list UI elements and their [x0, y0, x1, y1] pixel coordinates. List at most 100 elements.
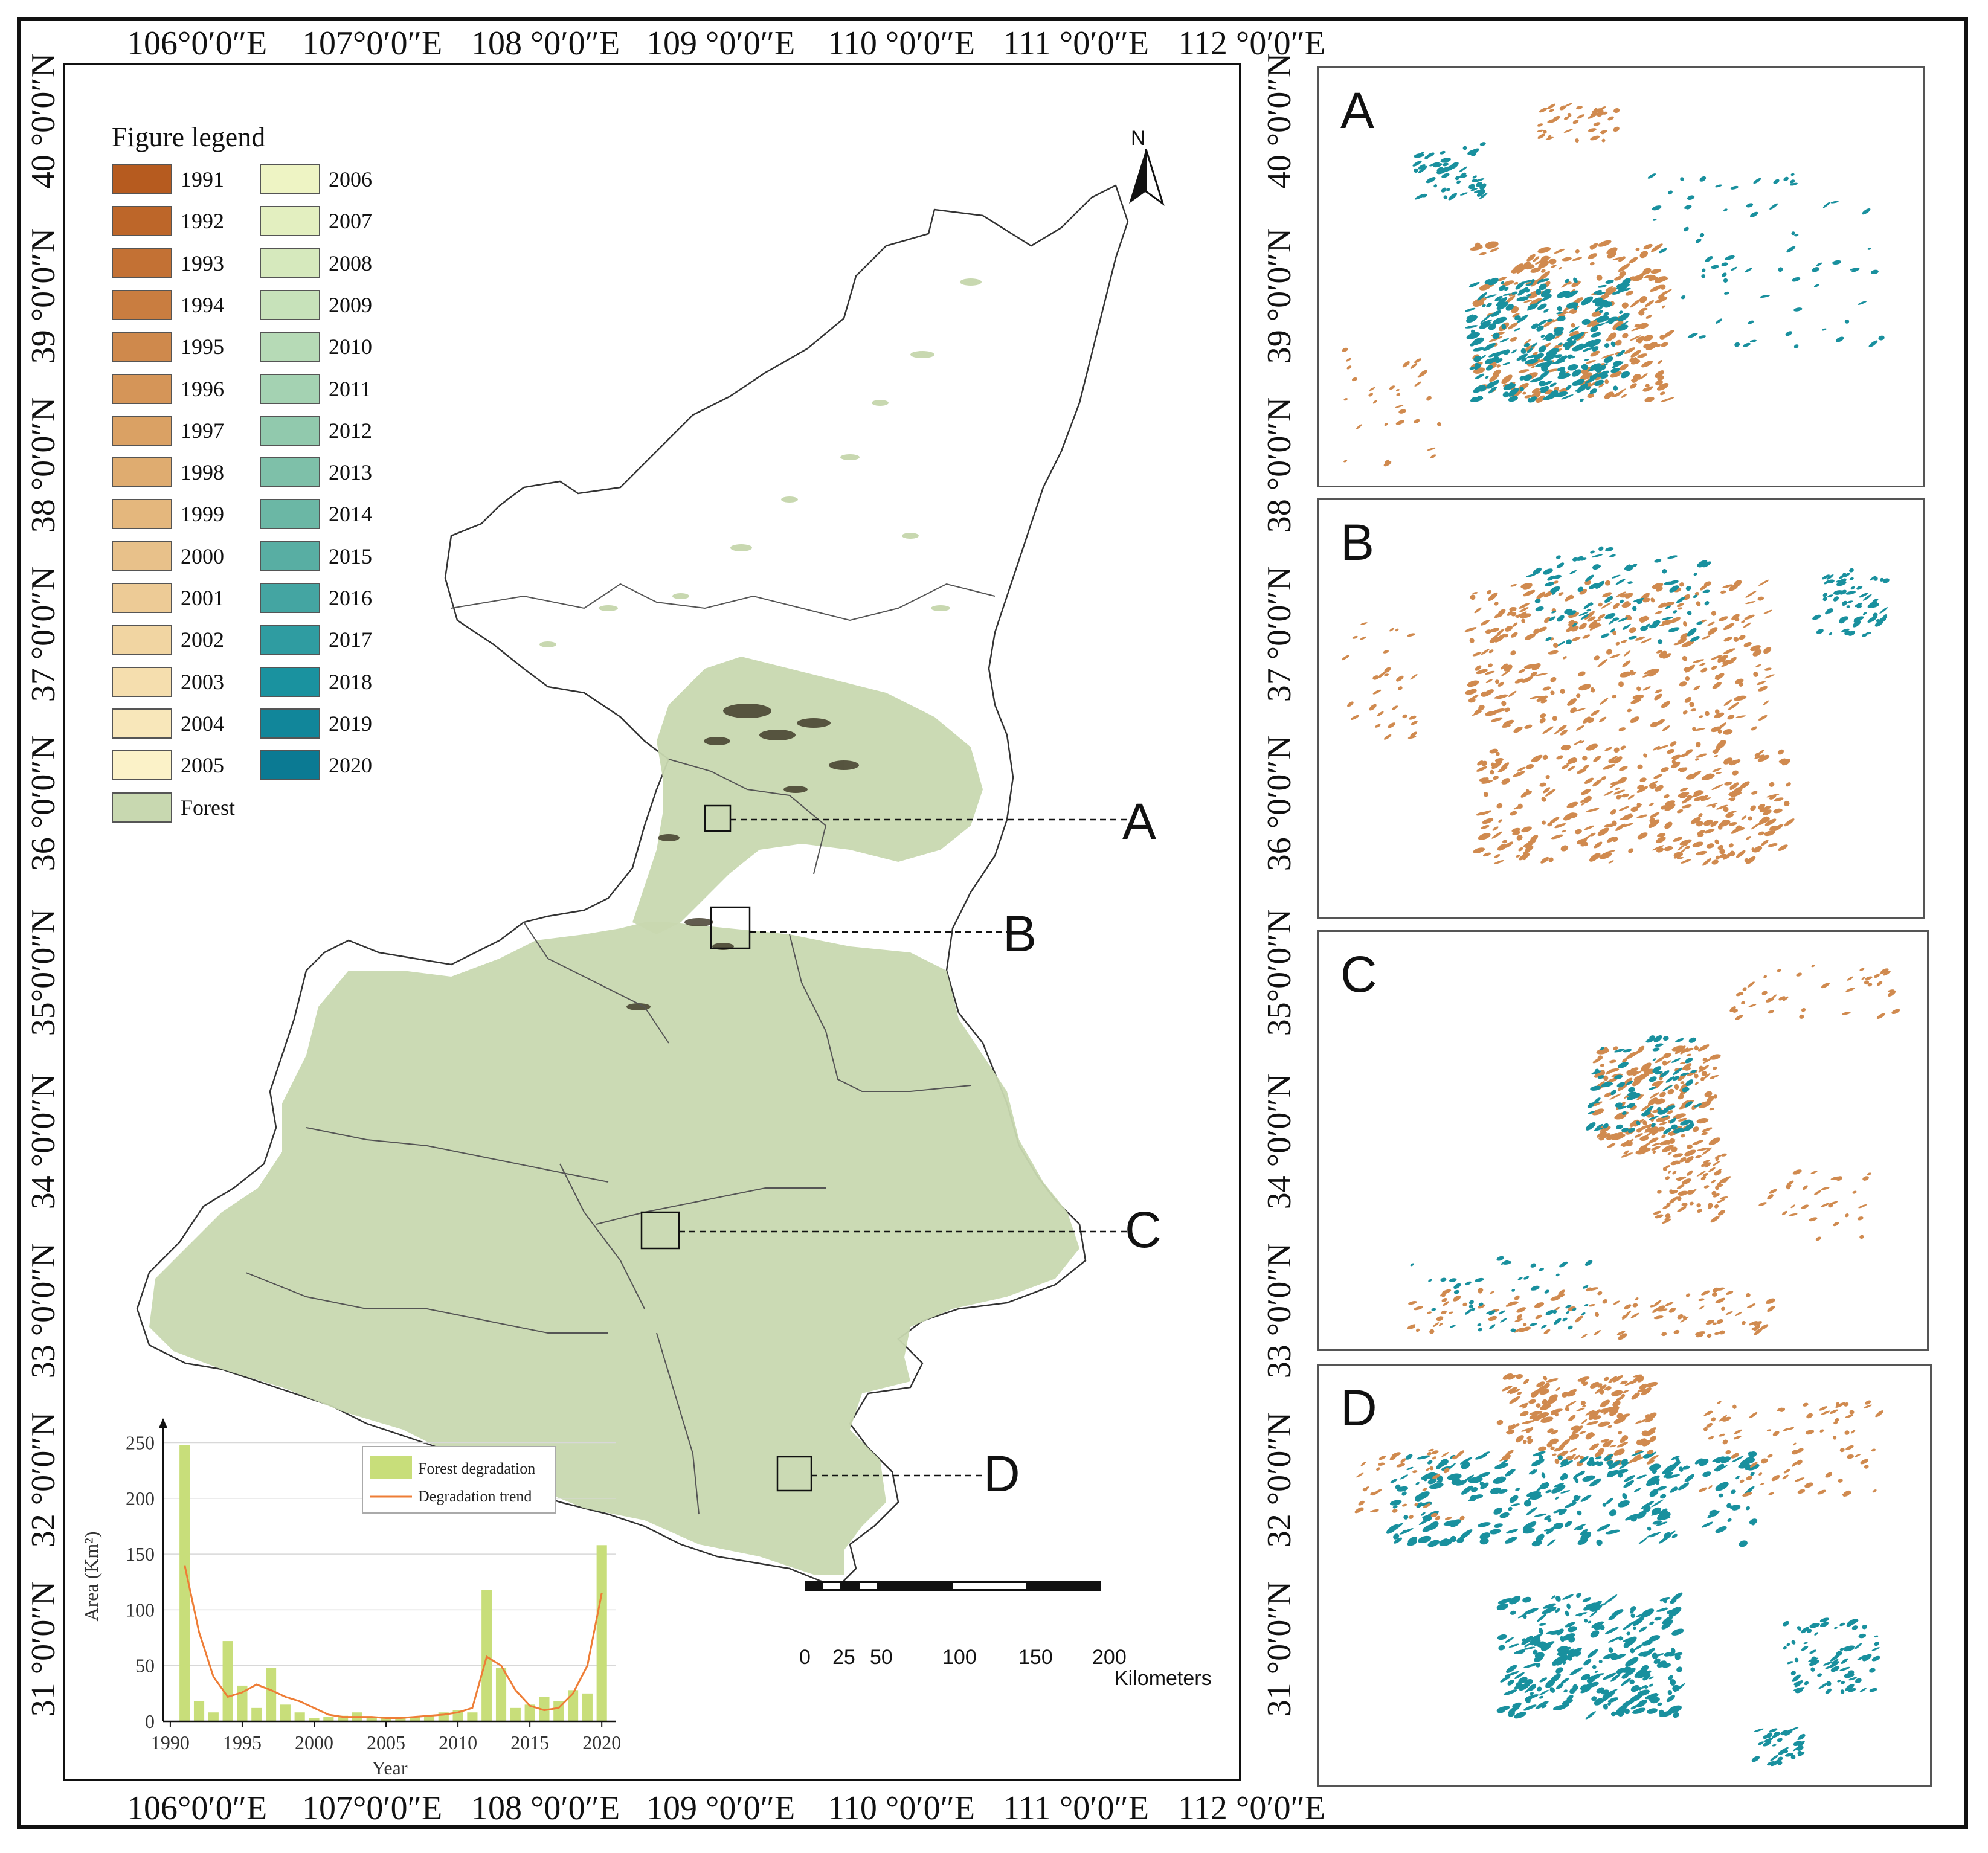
degradation-patch	[1708, 1203, 1713, 1208]
degradation-patch	[1488, 663, 1493, 668]
degradation-patch	[1623, 1475, 1635, 1482]
degradation-patch	[1581, 1405, 1586, 1408]
degradation-patch	[1571, 369, 1582, 377]
degradation-patch	[1459, 1529, 1473, 1540]
degradation-patch	[1789, 179, 1795, 184]
degradation-patch	[1655, 276, 1667, 283]
degradation-patch	[1563, 745, 1571, 751]
degradation-patch	[1572, 623, 1577, 627]
degradation-patch	[1518, 669, 1526, 673]
degradation-patch	[1557, 316, 1566, 322]
degradation-patch	[1632, 1303, 1638, 1308]
degradation-patch	[1638, 1686, 1642, 1691]
degradation-patch	[1506, 1529, 1518, 1534]
degradation-patch	[1567, 112, 1572, 118]
degradation-patch	[1719, 849, 1725, 855]
degradation-patch	[1694, 1103, 1702, 1108]
degradation-patch	[1620, 599, 1624, 604]
degradation-patch	[1744, 858, 1749, 862]
degradation-patch	[1596, 109, 1604, 113]
degradation-patch	[1432, 1456, 1436, 1460]
degradation-patch	[1728, 702, 1739, 710]
degradation-patch	[1346, 358, 1352, 362]
degradation-patch	[1592, 108, 1602, 114]
degradation-patch	[1772, 1431, 1780, 1436]
scale-tick-50: 50	[870, 1646, 893, 1669]
degradation-patch	[1384, 673, 1389, 676]
degradation-patch	[1659, 1070, 1670, 1078]
degradation-patch	[1537, 1412, 1549, 1419]
degradation-patch	[1449, 162, 1459, 170]
degradation-patch	[1637, 1689, 1650, 1697]
degradation-patch	[1809, 1217, 1818, 1222]
degradation-patch	[1851, 1625, 1858, 1630]
degradation-patch	[1368, 393, 1374, 397]
degradation-patch	[1604, 1440, 1614, 1445]
degradation-patch	[1716, 1319, 1723, 1325]
inset-d-label: D	[1340, 1379, 1377, 1436]
degradation-patch	[1526, 348, 1533, 353]
degradation-patch	[1539, 1689, 1549, 1696]
degradation-patch	[1572, 379, 1585, 386]
degradation-patch	[1470, 1495, 1477, 1501]
degradation-patch	[1849, 577, 1854, 580]
degradation-patch	[1343, 460, 1348, 463]
degradation-patch	[1845, 1415, 1854, 1418]
degradation-patch	[1644, 1068, 1656, 1075]
degradation-patch	[1794, 1680, 1803, 1688]
degradation-patch	[1634, 324, 1640, 328]
legend-label: 2008	[329, 251, 372, 275]
degradation-patch	[1746, 1506, 1751, 1511]
degradation-patch	[1697, 1209, 1702, 1213]
degradation-patch	[1665, 1474, 1681, 1479]
degradation-patch	[1578, 611, 1589, 616]
degradation-patch	[1648, 1097, 1658, 1106]
degradation-patch	[1515, 281, 1525, 290]
degradation-patch	[1746, 203, 1754, 208]
y-axis-arrow-icon	[159, 1418, 167, 1428]
degradation-patch	[1669, 585, 1679, 593]
degradation-patch	[1607, 116, 1614, 121]
degradation-patch	[1555, 555, 1561, 559]
degradation-patch	[1591, 332, 1601, 338]
degradation-patch	[1644, 1388, 1652, 1393]
degradation-patch	[1748, 1451, 1757, 1457]
degradation-patch	[1612, 1375, 1623, 1383]
degradation-patch	[1687, 628, 1697, 637]
degradation-patch	[1652, 1652, 1658, 1660]
degradation-patch	[1589, 1303, 1595, 1307]
degradation-patch	[1740, 992, 1744, 995]
degradation-patch	[1627, 1456, 1638, 1464]
degradation-patch	[1600, 365, 1606, 370]
degradation-patch	[1836, 1402, 1840, 1407]
longitude-label-bottom-2: 108 °0′0″E	[471, 1790, 620, 1827]
degradation-patch	[1472, 592, 1478, 594]
degradation-patch	[1661, 767, 1669, 772]
degradation-patch	[1600, 1399, 1610, 1408]
degradation-patch	[1491, 831, 1502, 839]
degradation-patch	[1480, 1482, 1489, 1489]
legend-label: 1995	[181, 335, 224, 359]
degradation-patch	[1820, 1203, 1830, 1207]
degradation-patch	[1703, 1427, 1708, 1431]
degradation-patch	[1786, 1186, 1790, 1190]
bar-1998	[280, 1704, 291, 1721]
degradation-patch	[1488, 1315, 1497, 1322]
degradation-patch	[1671, 1146, 1678, 1152]
degradation-patch	[1725, 1450, 1731, 1455]
degradation-patch	[1742, 1492, 1752, 1497]
degradation-patch	[1528, 1469, 1536, 1475]
degradation-patch	[1448, 1311, 1453, 1314]
degradation-patch	[1853, 1619, 1859, 1623]
degradation-patch	[1493, 708, 1505, 713]
degradation-patch	[1719, 1415, 1727, 1422]
degradation-patch	[1556, 562, 1565, 568]
degradation-patch	[1631, 1392, 1640, 1400]
degradation-patch	[1609, 1093, 1621, 1100]
degradation-patch	[1698, 1298, 1705, 1302]
degradation-patch	[1523, 300, 1533, 303]
degradation-patch	[1551, 834, 1563, 840]
degradation-patch	[1414, 419, 1420, 423]
degradation-patch	[1857, 1655, 1867, 1660]
degradation-patch	[1770, 1755, 1778, 1761]
